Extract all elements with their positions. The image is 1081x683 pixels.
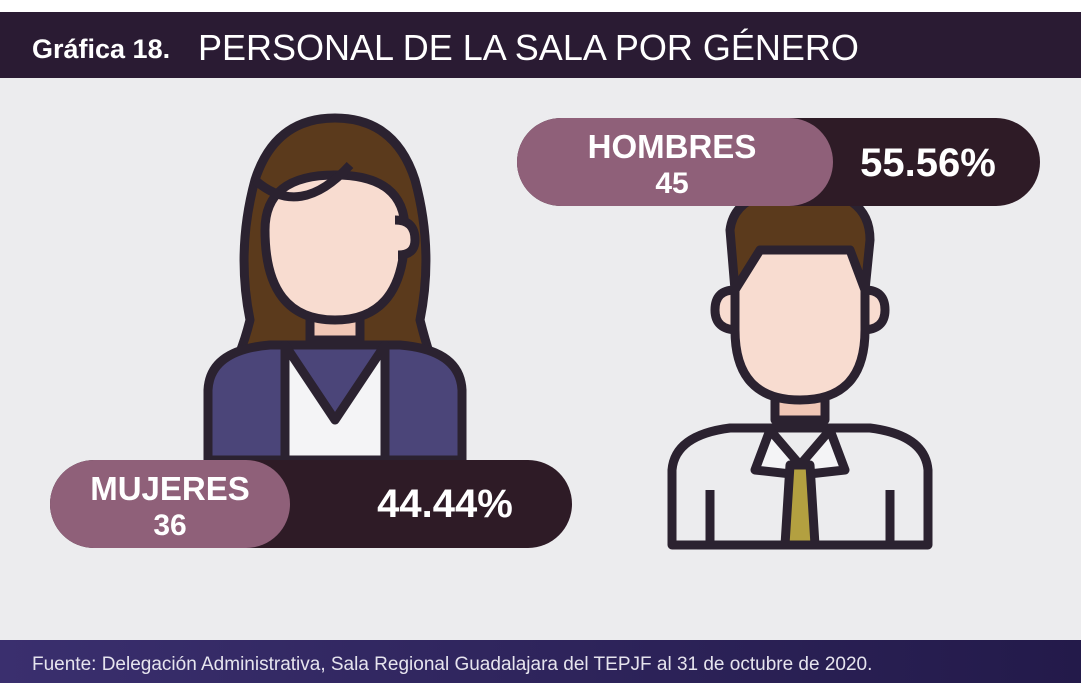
infographic: Gráfica 18. PERSONAL DE LA SALA POR GÉNE… [0,0,1081,683]
group-percent: 55.56% [860,141,996,185]
group-label: MUJERES [90,470,250,507]
top-margin [0,0,1081,12]
group-percent: 44.44% [377,482,513,526]
group-label: HOMBRES [588,128,757,165]
background [0,0,1081,683]
header-label: Gráfica 18. [32,34,170,64]
group-count: 45 [655,167,688,200]
group-count: 36 [153,509,186,542]
footer-source: Fuente: Delegación Administrativa, Sala … [32,654,872,675]
header-title: PERSONAL DE LA SALA POR GÉNERO [198,27,859,68]
page: Gráfica 18. PERSONAL DE LA SALA POR GÉNE… [0,0,1081,683]
